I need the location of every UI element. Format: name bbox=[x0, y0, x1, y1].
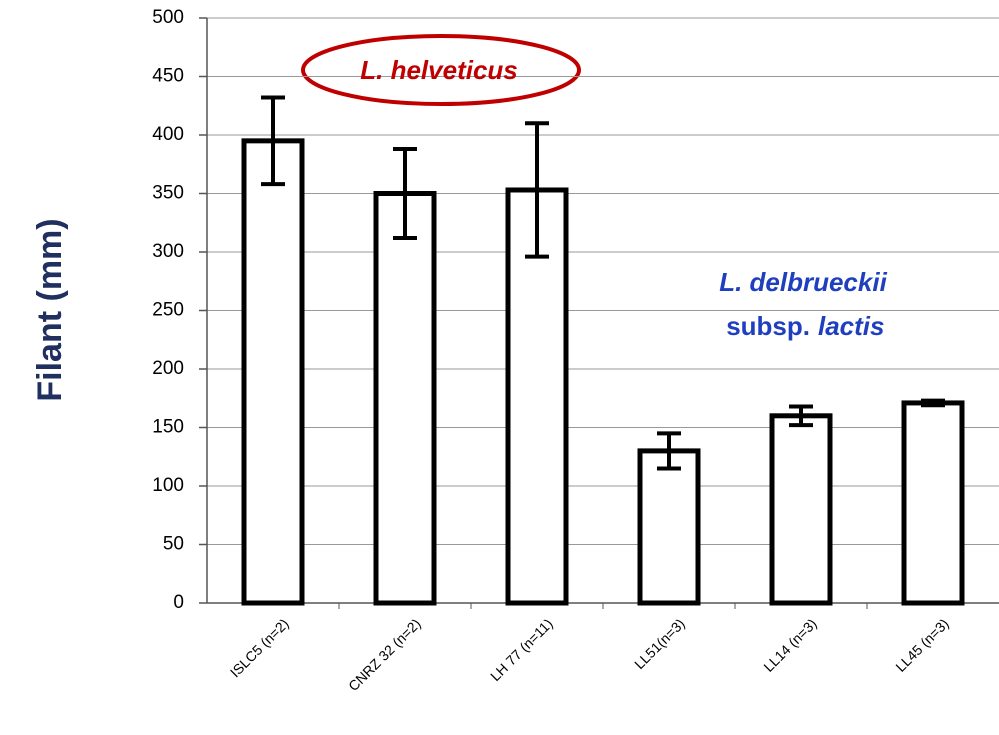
y-tick-label: 500 bbox=[152, 7, 184, 28]
y-tick-label: 450 bbox=[152, 66, 184, 87]
y-tick-label: 150 bbox=[152, 417, 184, 438]
x-tick-label: LH 77 (n=11) bbox=[487, 615, 556, 684]
y-axis-label: Filant (mm) bbox=[31, 218, 69, 401]
bar bbox=[769, 413, 833, 606]
highlight-ellipse bbox=[301, 34, 581, 106]
annotation: lactis bbox=[818, 311, 885, 341]
annotation: subsp. bbox=[726, 311, 810, 341]
y-tick-label: 100 bbox=[152, 475, 184, 496]
annotation: L. delbrueckii bbox=[719, 267, 887, 297]
bar bbox=[901, 400, 965, 606]
x-tick-label: LL14 (n=3) bbox=[760, 615, 819, 674]
error-bar bbox=[789, 404, 813, 428]
bar bbox=[241, 138, 305, 606]
y-tick-label: 250 bbox=[152, 300, 184, 321]
error-bar bbox=[393, 147, 417, 240]
error-bar bbox=[657, 431, 681, 471]
y-tick-label: 0 bbox=[173, 592, 184, 613]
x-tick-label: LL45 (n=3) bbox=[892, 615, 951, 674]
bar bbox=[373, 191, 437, 606]
y-tick-label: 200 bbox=[152, 358, 184, 379]
y-tick-label: 400 bbox=[152, 124, 184, 145]
error-bar bbox=[921, 398, 945, 408]
y-tick-label: 50 bbox=[163, 534, 184, 555]
bar bbox=[637, 448, 701, 606]
x-tick-label: ISLC5 (n=2) bbox=[227, 615, 292, 680]
error-bar bbox=[261, 95, 285, 187]
x-tick-label: LL51(n=3) bbox=[631, 615, 688, 672]
x-tick-label: CNRZ 32 (n=2) bbox=[345, 615, 424, 694]
y-tick-label: 350 bbox=[152, 183, 184, 204]
annotation: L. helveticus bbox=[360, 55, 518, 85]
error-bar bbox=[525, 121, 549, 259]
y-tick-label: 300 bbox=[152, 241, 184, 262]
